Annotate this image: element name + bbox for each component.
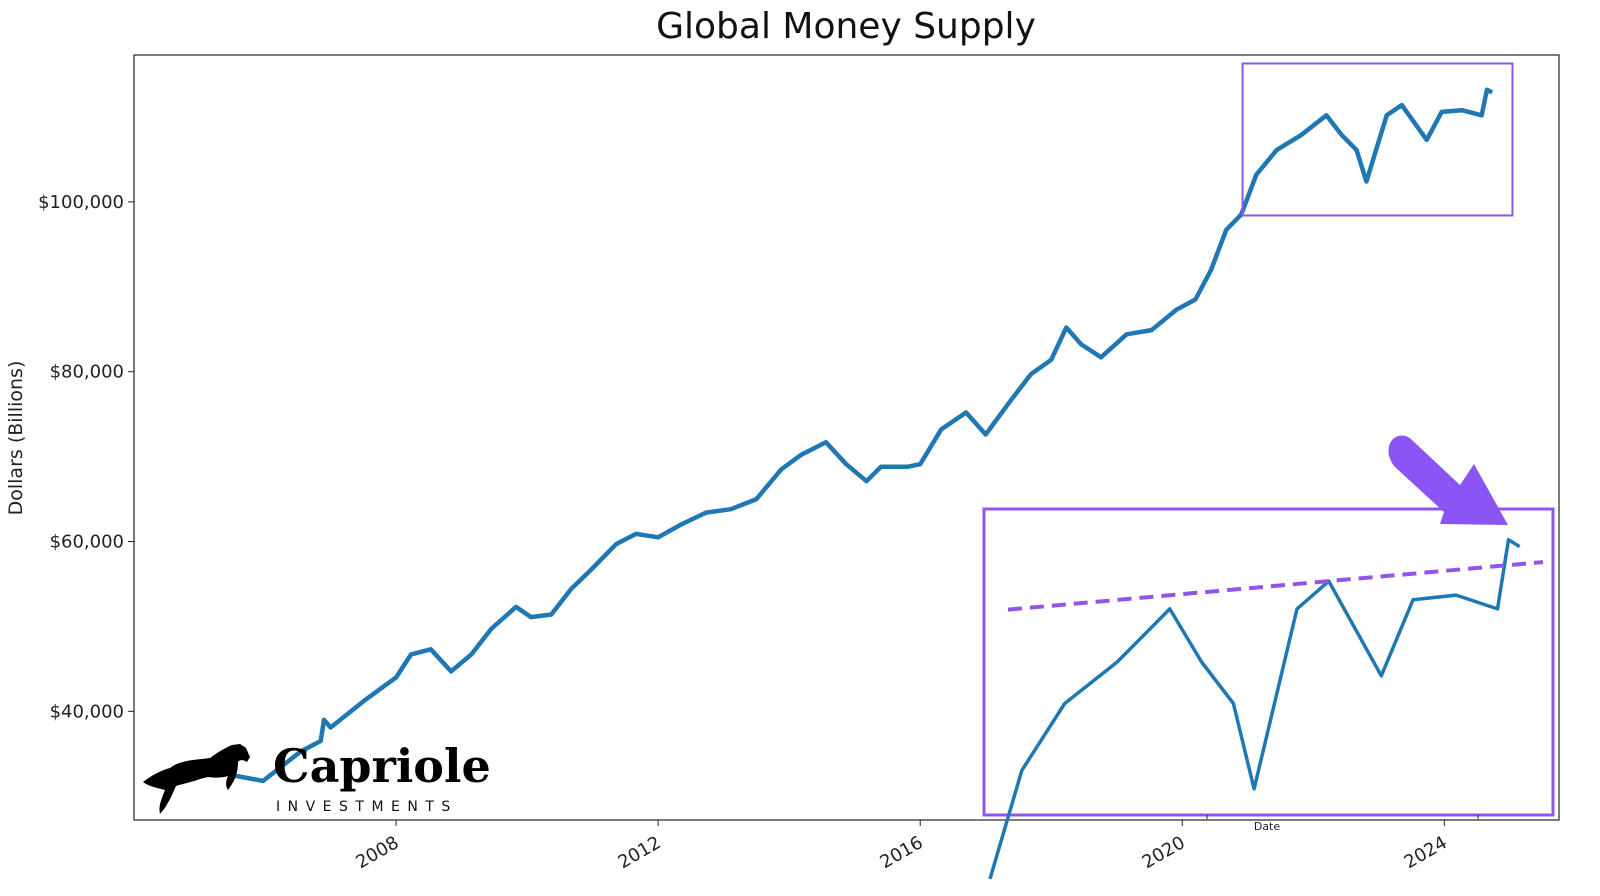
x-tick-label: 2008 [352,832,402,873]
logo-subtitle: INVESTMENTS [276,799,458,815]
highlight-box [1241,62,1514,217]
y-tick-label: $80,000 [50,362,124,383]
money-supply-line [230,87,1494,784]
x-tick-label: 2020 [1139,832,1189,873]
arrow-icon [1388,435,1508,525]
inset-money-supply-line [988,537,1521,880]
capriole-logo: Capriole INVESTMENTS [143,739,491,815]
inset-x-label: Date [1254,820,1281,833]
horse-icon [143,744,250,814]
y-tick-label: $60,000 [50,532,124,553]
inset-zoom: Date [982,507,1555,880]
y-tick-label: $100,000 [38,192,124,213]
plot-area-frame [133,54,1560,821]
x-tick-label: 2012 [614,832,664,873]
chart-title: Global Money Supply [656,6,1036,47]
y-tick-label: $40,000 [50,701,124,722]
trend-line [1007,560,1544,612]
x-tick-label: 2016 [877,832,927,873]
logo-name: Capriole [273,739,491,793]
inset-frame [982,507,1555,817]
x-tick-label: 2024 [1401,832,1451,873]
y-axis-label: Dollars (Billions) [5,361,27,516]
